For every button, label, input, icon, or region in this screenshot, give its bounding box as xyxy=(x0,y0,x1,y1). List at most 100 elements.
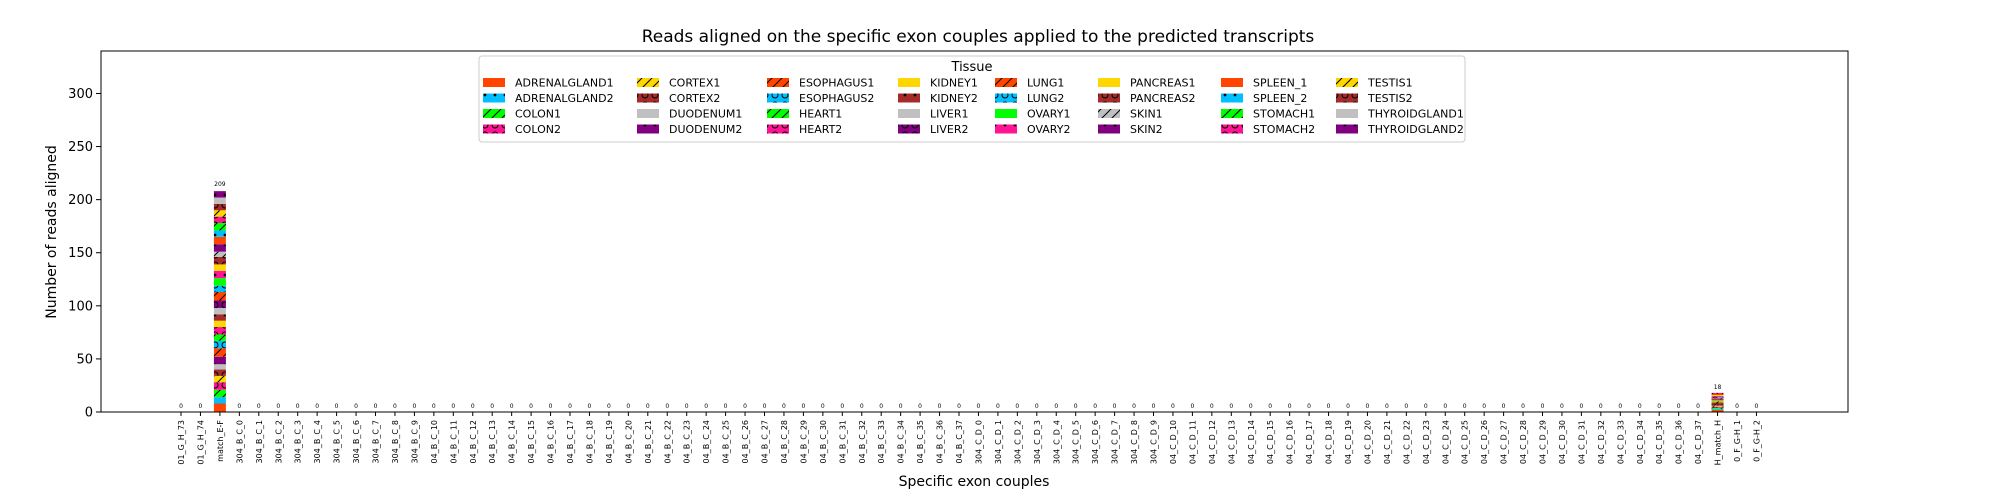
bar-segment xyxy=(1711,392,1724,394)
legend: Tissue ADRENALGLAND1 ADRENALGLAND2 COLON1 CO… xyxy=(478,55,1466,143)
legend-label: STOMACH2 xyxy=(1253,123,1315,136)
data-label: 0 xyxy=(490,403,494,410)
legend-swatch xyxy=(995,124,1017,134)
x-tick-label: 04_C_D_17 xyxy=(1305,420,1314,464)
x-tick-label: 04_B_C_34 xyxy=(897,420,906,463)
data-label: 0 xyxy=(724,403,728,410)
legend-label: CORTEX1 xyxy=(669,77,720,90)
bar-segment xyxy=(1711,398,1724,400)
data-label: 0 xyxy=(782,403,786,410)
x-tick-label: 04_C_D_16 xyxy=(1286,420,1295,464)
data-label: 0 xyxy=(1190,403,1194,410)
x-tick-label: 04_B_C_16 xyxy=(547,420,556,463)
bar-segment xyxy=(1711,396,1724,398)
data-label: 0 xyxy=(432,403,436,410)
legend-label: PANCREAS1 xyxy=(1130,77,1195,90)
bar-segment xyxy=(213,397,226,404)
x-tick-label: 04_B_C_18 xyxy=(585,420,594,463)
legend-label: LUNG2 xyxy=(1027,92,1064,105)
data-label: 0 xyxy=(1366,403,1370,410)
data-label: 0 xyxy=(354,403,358,410)
legend-swatch xyxy=(483,78,505,87)
data-label: 0 xyxy=(685,403,689,410)
legend-label: LIVER2 xyxy=(930,123,969,136)
x-tick-label: 04_C_D_26 xyxy=(1480,420,1489,464)
data-label: 0 xyxy=(1229,403,1233,410)
legend-box xyxy=(478,55,1466,143)
x-tick-label: 04_C_D_34 xyxy=(1636,420,1645,464)
bar-segment xyxy=(213,216,226,224)
legend-swatch xyxy=(995,109,1017,118)
legend-swatch xyxy=(1098,93,1120,103)
y-tick-label: 100 xyxy=(68,299,93,314)
x-tick-label: 04_C_D_24 xyxy=(1441,420,1450,464)
data-label: 0 xyxy=(1502,403,1506,410)
legend-label: THYROIDGLAND1 xyxy=(1367,108,1464,121)
x-tick-label: H_match_H xyxy=(1714,420,1723,465)
bar-segment xyxy=(213,197,226,204)
x-axis: 01_G_H_73 01_G_H_74 match_E-F 304_B_C_0 304_… xyxy=(177,412,1761,465)
x-tick-label: 04_B_C_19 xyxy=(605,420,614,463)
x-tick-label: 04_C_D_29 xyxy=(1539,420,1548,464)
data-label: 0 xyxy=(1346,403,1350,410)
x-tick-label: 04_B_C_33 xyxy=(877,420,886,463)
bar-segment xyxy=(213,375,226,383)
data-label: 0 xyxy=(977,403,981,410)
data-label: 0 xyxy=(1463,403,1467,410)
legend-swatch xyxy=(1221,78,1243,87)
data-label: 0 xyxy=(879,403,883,410)
legend-swatch xyxy=(995,78,1017,87)
x-tick-label: 04_B_C_36 xyxy=(936,420,945,463)
data-label: 0 xyxy=(471,403,475,410)
legend-label: KIDNEY1 xyxy=(930,77,978,90)
x-tick-label: 04_C_D_32 xyxy=(1597,420,1606,464)
x-tick-label: 304_C_D_8 xyxy=(1130,420,1139,464)
data-label: 0 xyxy=(1327,403,1331,410)
bar-segment xyxy=(213,314,226,321)
x-tick-label: 04_B_C_37 xyxy=(955,420,964,463)
y-axis: 0 50 100 150 200 250 300 xyxy=(68,87,101,421)
legend-swatch xyxy=(995,93,1017,103)
plot-frame xyxy=(100,50,1849,413)
x-tick-label: 04_B_C_25 xyxy=(722,420,731,463)
data-label: 0 xyxy=(1015,403,1019,410)
x-tick-label: 04_C_D_12 xyxy=(1208,420,1217,464)
bar-segment xyxy=(213,292,226,301)
legend-label: ESOPHAGUS2 xyxy=(799,92,874,105)
bar-segment xyxy=(213,307,226,315)
x-tick-label: 04_C_D_11 xyxy=(1188,420,1197,464)
data-label: 0 xyxy=(704,403,708,410)
bar-segment xyxy=(213,236,226,245)
legend-swatch xyxy=(637,78,659,87)
bar-segment xyxy=(1711,403,1724,405)
legend-label: DUODENUM2 xyxy=(669,123,742,136)
x-tick-label: 04_C_D_20 xyxy=(1363,420,1372,464)
bar-segment xyxy=(213,203,226,211)
x-tick-label: 04_B_C_11 xyxy=(449,420,458,463)
x-tick-label: 04_B_C_28 xyxy=(780,420,789,463)
bar-segment xyxy=(213,251,226,257)
x-tick-label: 04_B_C_27 xyxy=(761,420,770,463)
legend-label: ESOPHAGUS1 xyxy=(799,77,874,90)
data-label: 0 xyxy=(451,403,455,410)
x-tick-label: 304_B_C_0 xyxy=(235,420,244,463)
data-label: 0 xyxy=(1113,403,1117,410)
data-label: 0 xyxy=(665,403,669,410)
data-label: 0 xyxy=(335,403,339,410)
legend-label: CORTEX2 xyxy=(669,92,720,105)
bar-segment xyxy=(1711,408,1724,410)
x-tick-label: 0_F_G-H_1 xyxy=(1733,420,1742,462)
data-label: 0 xyxy=(801,403,805,410)
legend-label: LUNG1 xyxy=(1027,77,1064,90)
x-tick-label: 04_B_C_13 xyxy=(488,420,497,463)
x-tick-label: 04_B_C_30 xyxy=(819,420,828,463)
x-tick-label: 04_C_D_36 xyxy=(1675,420,1684,464)
y-tick-label: 200 xyxy=(68,193,93,208)
data-label: 0 xyxy=(1735,403,1739,410)
x-tick-label: 04_C_D_14 xyxy=(1247,420,1256,464)
bar-segment xyxy=(213,244,226,252)
bar-segment xyxy=(213,285,226,293)
data-label: 0 xyxy=(1482,403,1486,410)
x-tick-label: 304_C_D_1 xyxy=(994,420,1003,464)
legend-swatch xyxy=(898,93,920,103)
